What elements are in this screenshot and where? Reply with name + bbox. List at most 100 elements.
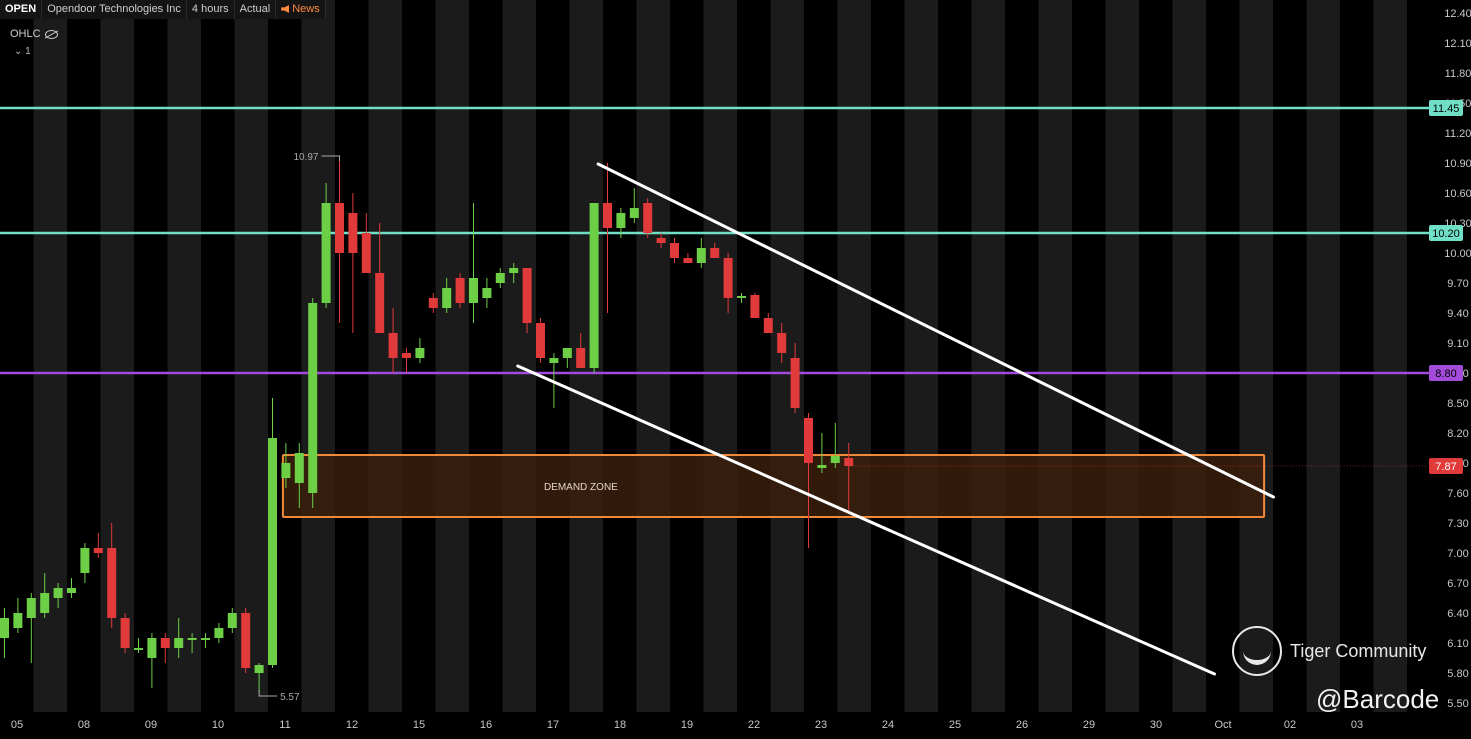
candle-body bbox=[134, 648, 143, 650]
candle-body bbox=[281, 463, 291, 478]
candle-body bbox=[415, 348, 425, 358]
y-tick-label: 8.20 bbox=[1447, 428, 1468, 440]
y-tick-label: 12.40 bbox=[1444, 8, 1471, 20]
candle-body bbox=[254, 665, 264, 673]
session-stripe bbox=[1373, 0, 1407, 712]
candle-body bbox=[790, 358, 800, 408]
candle bbox=[576, 333, 586, 368]
y-tick-label: 10.00 bbox=[1444, 248, 1471, 260]
candle bbox=[670, 238, 679, 263]
candle bbox=[26, 593, 36, 663]
candle bbox=[268, 398, 277, 668]
session-stripe bbox=[100, 0, 134, 712]
candle bbox=[254, 663, 264, 693]
y-tick-label: 10.60 bbox=[1444, 188, 1471, 200]
price-mode[interactable]: Actual bbox=[234, 0, 277, 19]
y-tick-label: 10.90 bbox=[1444, 158, 1471, 170]
y-tick-label: 5.80 bbox=[1447, 668, 1468, 680]
candle bbox=[375, 223, 385, 333]
indicator-collapse[interactable]: ⌄ 1 bbox=[14, 46, 31, 57]
candle bbox=[723, 253, 733, 313]
session-stripe bbox=[871, 0, 905, 712]
candle bbox=[348, 193, 358, 333]
candle-body bbox=[576, 348, 586, 368]
candle-body bbox=[361, 233, 371, 273]
candle bbox=[750, 293, 760, 318]
candle bbox=[321, 183, 331, 308]
session-stripe bbox=[0, 0, 34, 712]
candle-body bbox=[643, 203, 653, 233]
x-tick-label: 03 bbox=[1351, 719, 1363, 731]
indicator-label: OHLC bbox=[10, 28, 41, 40]
symbol-ticker[interactable]: OPEN bbox=[0, 0, 43, 19]
last-price-label: 7.87 bbox=[1435, 461, 1456, 473]
y-tick-label: 6.40 bbox=[1447, 608, 1468, 620]
session-stripe bbox=[603, 0, 637, 712]
candle bbox=[361, 213, 371, 273]
session-stripe bbox=[904, 0, 938, 712]
x-axis: 05 08 09 10 11 12 15 16 17 18 19 22 23 24 25 26 29 30 Oct 0… bbox=[11, 719, 1363, 731]
x-tick-label: 22 bbox=[748, 719, 760, 731]
candle-body bbox=[817, 465, 827, 468]
low-marker-leader bbox=[258, 690, 278, 697]
x-tick-label: 09 bbox=[145, 719, 157, 731]
candle-body bbox=[562, 348, 572, 358]
candle bbox=[335, 156, 344, 323]
x-tick-label: 29 bbox=[1083, 719, 1095, 731]
candle-body bbox=[67, 588, 76, 593]
candle bbox=[388, 308, 398, 373]
candle-body bbox=[737, 296, 746, 298]
session-stripe bbox=[670, 0, 704, 712]
session-stripe bbox=[636, 0, 670, 712]
session-stripe bbox=[1239, 0, 1273, 712]
y-tick-label: 7.30 bbox=[1447, 518, 1468, 530]
candle-body bbox=[294, 453, 304, 483]
level-price-tag bbox=[1429, 225, 1463, 241]
indicator-legend[interactable]: OHLC bbox=[10, 28, 58, 40]
candle bbox=[482, 278, 492, 308]
session-stripe bbox=[1072, 0, 1106, 712]
candle-body bbox=[241, 613, 251, 668]
candle bbox=[0, 608, 9, 658]
candle bbox=[737, 293, 746, 303]
high-marker-leader bbox=[321, 155, 340, 161]
session-stripe bbox=[837, 0, 871, 712]
candle bbox=[308, 298, 318, 508]
candle-body bbox=[495, 273, 505, 283]
session-stripe bbox=[1273, 0, 1307, 712]
news-button[interactable]: News bbox=[276, 0, 326, 19]
candle-body bbox=[777, 333, 787, 353]
x-tick-label: 19 bbox=[681, 719, 693, 731]
candle bbox=[763, 313, 773, 333]
session-stripe bbox=[1038, 0, 1072, 712]
session-stripe bbox=[469, 0, 503, 712]
x-tick-label: 10 bbox=[212, 719, 224, 731]
y-axis: 12.4012.1011.8011.5011.2010.9010.6010.30… bbox=[1444, 8, 1471, 710]
candle bbox=[509, 263, 519, 283]
candle-body bbox=[469, 278, 478, 303]
x-tick-label: 23 bbox=[815, 719, 827, 731]
candle-body bbox=[696, 248, 706, 263]
candle bbox=[643, 198, 653, 238]
candle-body bbox=[522, 268, 532, 323]
session-stripe bbox=[1206, 0, 1240, 712]
candle bbox=[428, 293, 438, 313]
y-tick-label: 9.70 bbox=[1447, 278, 1468, 290]
session-stripe bbox=[67, 0, 101, 712]
level-price-label: 8.80 bbox=[1435, 368, 1456, 380]
session-stripe bbox=[1340, 0, 1374, 712]
y-tick-label: 8.50 bbox=[1447, 398, 1468, 410]
session-stripe bbox=[770, 0, 804, 712]
channel-trendline bbox=[596, 162, 1275, 499]
visibility-hidden-icon[interactable] bbox=[44, 29, 58, 39]
low-marker-label: 5.57 bbox=[280, 692, 300, 703]
interval-selector[interactable]: 4 hours bbox=[186, 0, 235, 19]
candle bbox=[790, 343, 800, 413]
candle-body bbox=[455, 278, 465, 303]
megaphone-icon bbox=[281, 5, 290, 13]
candle-body bbox=[683, 258, 693, 263]
level-price-tag bbox=[1429, 100, 1463, 116]
candle-body bbox=[26, 598, 36, 618]
